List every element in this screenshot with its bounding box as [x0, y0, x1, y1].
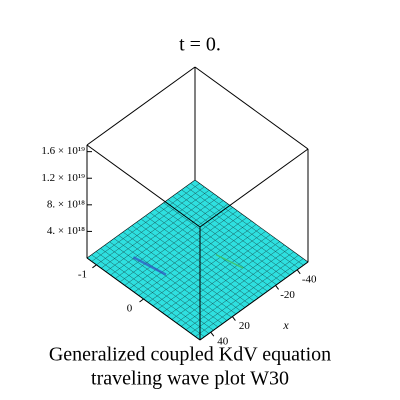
- x-tick: [275, 285, 280, 290]
- surface-feature: [132, 256, 167, 276]
- x-tick: [231, 316, 236, 321]
- surface-grid: [185, 251, 295, 330]
- y-tick-label: -1: [78, 268, 87, 280]
- surface-grid: [185, 186, 300, 269]
- surface-grid: [176, 192, 291, 276]
- surface-grid: [195, 258, 304, 337]
- x-tick-label: -20: [280, 289, 295, 301]
- surface-grid: [190, 254, 299, 334]
- surface-grid: [190, 183, 304, 266]
- z-tick-label: 8. × 10¹⁸: [47, 198, 85, 210]
- chart-title: t = 0.: [179, 34, 221, 56]
- box-edge: [86, 144, 201, 228]
- caption-line: traveling wave plot W30: [91, 368, 289, 390]
- z-tick-label: 1.6 × 10¹⁹: [41, 145, 85, 157]
- z-tick-label: 4. × 10¹⁸: [47, 225, 85, 237]
- y-tick: [92, 264, 97, 269]
- y-tick-label: 0: [127, 303, 133, 315]
- box-edge: [199, 148, 309, 228]
- box-edge: [86, 66, 196, 146]
- y-tick: [139, 298, 144, 303]
- surface-feature: [215, 254, 244, 269]
- caption-line: Generalized coupled KdV equation: [49, 344, 331, 366]
- box-edge: [199, 261, 309, 341]
- z-tick-label: 1.2 × 10¹⁹: [41, 172, 85, 184]
- x-tick: [296, 269, 301, 275]
- surface-grid: [181, 189, 295, 272]
- x-tick-label: 40: [217, 336, 229, 348]
- x-tick-label: -40: [302, 273, 317, 285]
- x-axis-label: x: [282, 318, 289, 332]
- x-tick: [210, 331, 215, 337]
- box-edge: [194, 66, 309, 150]
- x-tick-label: 20: [239, 320, 251, 332]
